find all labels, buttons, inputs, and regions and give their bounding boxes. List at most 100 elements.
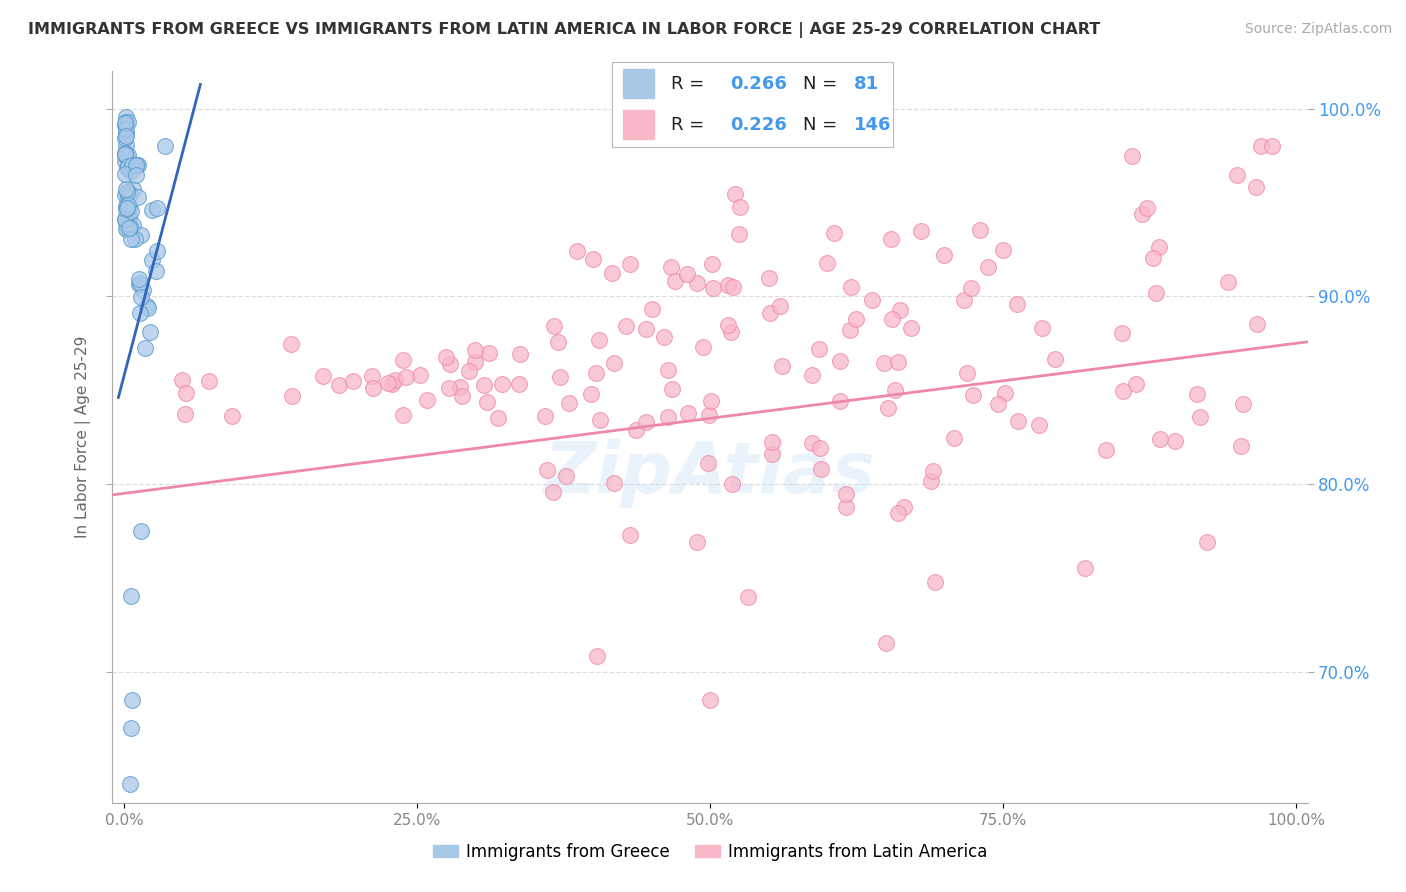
Text: 81: 81 (853, 75, 879, 93)
Point (600, 266, 623, 280)
Point (547, 334, 569, 349)
Point (361, 382, 384, 396)
Point (702, 281, 724, 295)
Point (120, 203, 142, 218)
Point (1226, 168, 1249, 182)
Point (120, 777, 141, 791)
Point (654, 330, 676, 344)
Point (661, 382, 683, 396)
Point (675, 267, 697, 281)
Point (558, 396, 581, 410)
Point (808, 441, 831, 455)
Point (458, 364, 481, 378)
Point (565, 244, 588, 258)
Point (828, 394, 851, 409)
Point (910, 224, 932, 238)
Point (114, 115, 136, 129)
Point (543, 318, 565, 333)
Point (1142, 252, 1164, 266)
Point (1112, 384, 1135, 398)
Legend: Immigrants from Greece, Immigrants from Latin America: Immigrants from Greece, Immigrants from … (426, 837, 994, 868)
Point (1216, 275, 1239, 289)
Point (114, 153, 136, 168)
Point (880, 232, 903, 246)
Point (641, 301, 664, 316)
Point (1244, 180, 1267, 194)
Point (114, 146, 136, 161)
Point (221, 409, 243, 423)
Point (1121, 149, 1143, 163)
Point (823, 226, 845, 240)
Point (839, 323, 862, 337)
Point (328, 378, 350, 392)
Point (121, 158, 143, 172)
Point (1147, 240, 1170, 254)
Point (952, 293, 974, 307)
Point (121, 219, 143, 233)
Point (728, 227, 751, 242)
Point (115, 185, 138, 199)
Point (1149, 433, 1171, 447)
Point (588, 333, 610, 347)
Point (115, 202, 138, 216)
Point (114, 167, 136, 181)
Point (835, 500, 858, 515)
Point (117, 188, 139, 202)
Point (758, 270, 780, 285)
Point (977, 260, 1000, 275)
Point (134, 342, 156, 356)
Point (122, 158, 145, 172)
Point (1111, 326, 1133, 340)
Point (922, 464, 945, 478)
Point (114, 146, 136, 161)
Point (121, 158, 143, 172)
Point (128, 272, 150, 286)
Point (312, 369, 335, 384)
Point (486, 411, 509, 425)
Point (115, 121, 138, 136)
Point (720, 325, 742, 339)
Point (120, 721, 142, 735)
Point (136, 301, 159, 315)
Point (807, 342, 830, 356)
Point (969, 223, 991, 237)
Point (657, 363, 679, 377)
Point (717, 278, 740, 293)
Point (146, 244, 169, 258)
Point (114, 130, 136, 145)
Point (115, 199, 138, 213)
Point (122, 158, 145, 172)
Point (118, 220, 141, 235)
Point (548, 369, 571, 384)
Point (117, 211, 139, 225)
Point (692, 339, 714, 353)
Point (124, 232, 146, 246)
Point (554, 468, 576, 483)
Point (377, 376, 399, 390)
Point (801, 436, 824, 450)
Point (115, 126, 138, 140)
Point (943, 431, 966, 445)
Point (761, 447, 783, 461)
Point (700, 394, 723, 409)
Point (960, 281, 983, 295)
Text: Source: ZipAtlas.com: Source: ZipAtlas.com (1244, 22, 1392, 37)
Point (634, 415, 657, 429)
Point (361, 369, 384, 384)
Point (129, 290, 152, 304)
Point (384, 373, 406, 387)
Point (128, 277, 150, 291)
Point (125, 158, 148, 172)
Point (392, 353, 415, 368)
Point (877, 401, 900, 416)
Point (624, 423, 647, 437)
Point (115, 128, 138, 143)
Point (472, 378, 495, 392)
Point (491, 376, 513, 391)
Point (395, 369, 418, 384)
Point (956, 366, 979, 380)
Point (117, 147, 139, 161)
Point (124, 158, 146, 172)
Point (153, 138, 176, 153)
Point (114, 215, 136, 229)
